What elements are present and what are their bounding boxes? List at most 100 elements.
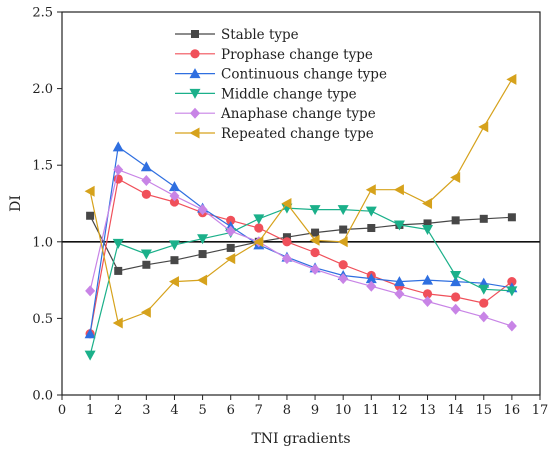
data-point — [197, 234, 209, 245]
data-point — [198, 250, 207, 259]
data-point — [450, 303, 461, 315]
data-point — [253, 214, 265, 225]
data-point — [337, 205, 349, 216]
data-point — [450, 271, 462, 282]
data-point — [506, 320, 517, 332]
data-point — [478, 121, 489, 133]
data-point — [169, 190, 180, 202]
data-point — [141, 189, 151, 199]
data-point — [112, 238, 124, 249]
data-point — [422, 289, 433, 299]
data-point — [140, 306, 151, 318]
data-point — [422, 198, 433, 209]
series-line — [89, 79, 513, 324]
data-point — [168, 276, 179, 288]
data-point — [337, 236, 348, 248]
data-point — [84, 328, 96, 339]
data-point — [226, 215, 236, 225]
legend-label: Middle change type — [221, 86, 357, 102]
series-line — [89, 145, 512, 334]
data-point — [450, 276, 462, 287]
data-point — [422, 274, 434, 285]
y-tick-label: 0.0 — [32, 389, 53, 404]
x-tick-label: 8 — [283, 403, 291, 418]
legend-marker — [189, 88, 201, 99]
data-point — [507, 213, 516, 222]
legend-label: Prophase change type — [221, 47, 373, 63]
data-point — [84, 350, 96, 361]
data-point — [197, 204, 208, 216]
data-point — [423, 219, 432, 228]
data-point — [339, 225, 348, 234]
data-point — [141, 175, 152, 187]
data-point — [85, 285, 96, 297]
data-point — [450, 171, 461, 183]
x-tick-label: 7 — [255, 403, 263, 418]
x-tick-label: 13 — [419, 403, 436, 418]
data-point — [394, 288, 405, 300]
data-point — [113, 164, 124, 176]
data-point — [478, 311, 489, 323]
series-line — [89, 207, 512, 356]
y-tick-label: 0.5 — [32, 312, 53, 327]
legend-label: Stable type — [221, 27, 299, 43]
series-line — [89, 215, 512, 272]
data-point — [393, 276, 405, 287]
series-line — [89, 168, 513, 327]
plot-frame — [61, 11, 541, 396]
legend-marker — [189, 127, 200, 139]
data-point — [112, 141, 124, 152]
x-tick-label: 6 — [227, 403, 235, 418]
x-tick-label: 5 — [198, 403, 206, 418]
data-point — [338, 273, 349, 285]
x-tick-label: 0 — [58, 403, 66, 418]
data-point — [507, 277, 517, 287]
x-tick-label: 15 — [475, 403, 492, 418]
data-point — [338, 260, 348, 270]
axes: 0 1 2 3 4 5 6 7 8 9 10 11 12 13 14 15 16 170.00.51.01.52.… — [32, 6, 548, 419]
data-point — [422, 296, 433, 308]
legend-label: Continuous change type — [221, 67, 387, 83]
data-point — [393, 220, 405, 231]
data-point — [479, 298, 489, 308]
legend: Stable type Prophase change type Continuou… — [175, 27, 387, 142]
data-point — [225, 225, 236, 237]
legend-marker — [190, 107, 200, 119]
data-point — [281, 198, 292, 209]
series-line — [89, 178, 513, 334]
data-point — [506, 286, 518, 297]
data-point — [310, 247, 320, 258]
data-point — [114, 266, 123, 275]
legend-label: Anaphase change type — [220, 106, 376, 122]
plot-area — [62, 73, 540, 361]
x-tick-label: 10 — [335, 403, 352, 418]
y-tick-label: 2.5 — [32, 6, 53, 21]
x-tick-label: 2 — [114, 403, 122, 418]
data-point — [84, 185, 95, 197]
legend-marker — [190, 49, 200, 59]
y-tick-label: 1.5 — [32, 159, 53, 174]
x-tick-label: 12 — [391, 403, 408, 418]
data-point — [169, 197, 180, 207]
data-point — [479, 214, 488, 223]
data-point — [197, 274, 208, 286]
x-tick-label: 14 — [447, 403, 464, 418]
data-point — [309, 205, 321, 216]
x-tick-label: 3 — [142, 403, 150, 418]
data-point — [365, 184, 376, 196]
x-tick-label: 16 — [504, 403, 521, 418]
legend-marker — [189, 68, 201, 79]
data-point — [142, 260, 151, 269]
data-point — [253, 236, 264, 248]
data-point — [282, 237, 292, 247]
data-point — [393, 184, 404, 196]
data-point — [170, 256, 179, 265]
data-point — [225, 253, 236, 265]
data-point — [86, 211, 95, 220]
legend-marker — [191, 30, 199, 38]
data-point — [478, 284, 490, 295]
data-point — [422, 225, 434, 236]
x-tick-label: 17 — [532, 403, 549, 418]
data-point — [365, 273, 377, 284]
